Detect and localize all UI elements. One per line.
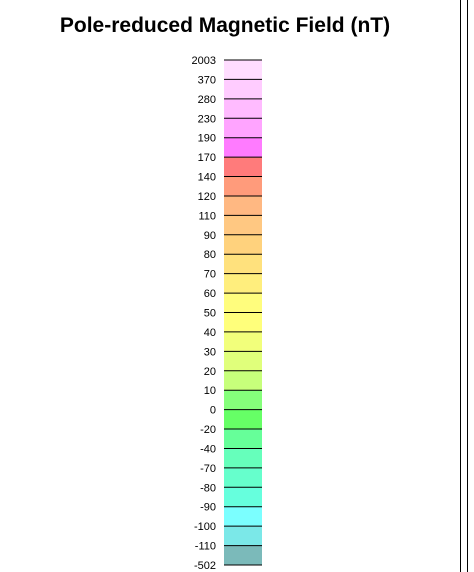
tick-label-14: 40 (204, 327, 216, 339)
frame-border-outer (467, 0, 468, 572)
tick-label-15: 30 (204, 346, 216, 358)
tick-label-12: 60 (204, 288, 216, 300)
tick-label-2: 280 (198, 94, 216, 106)
tick-label-20: -40 (200, 443, 216, 455)
tick-label-3: 230 (198, 113, 216, 125)
tick-label-21: -70 (200, 463, 216, 475)
tick-label-6: 140 (198, 172, 216, 184)
color-segment-16 (224, 370, 262, 391)
color-segment-17 (224, 390, 262, 410)
color-segment-22 (224, 487, 262, 507)
color-segment-23 (224, 506, 262, 527)
color-segment-18 (224, 409, 262, 430)
tick-label-10: 80 (204, 249, 216, 261)
tick-label-16: 20 (204, 366, 216, 378)
color-segment-7 (224, 195, 262, 216)
tick-label-8: 110 (198, 210, 216, 222)
color-segment-5 (224, 157, 262, 177)
tick-label-0: 2003 (192, 55, 216, 67)
tick-label-9: 90 (204, 230, 216, 242)
tick-label-7: 120 (198, 191, 216, 203)
color-segment-8 (224, 215, 262, 235)
tick-label-17: 10 (204, 385, 216, 397)
color-segment-1 (224, 79, 262, 99)
color-segment-11 (224, 273, 262, 294)
color-segment-15 (224, 351, 262, 371)
color-segment-2 (224, 98, 262, 119)
color-segment-4 (224, 137, 262, 158)
color-segment-19 (224, 429, 262, 449)
color-segment-9 (224, 234, 262, 255)
tick-label-22: -80 (200, 482, 216, 494)
tick-label-26: -502 (194, 560, 216, 572)
tick-label-13: 50 (204, 308, 216, 320)
color-segment-26 (224, 545, 262, 565)
color-segment-6 (224, 176, 262, 196)
color-segment-13 (224, 312, 262, 332)
color-segment-14 (224, 331, 262, 352)
frame-border-inner (460, 0, 461, 572)
legend-title: Pole-reduced Magnetic Field (nT) (59, 14, 391, 37)
tick-label-19: -20 (200, 424, 216, 436)
color-segment-3 (224, 118, 262, 138)
color-segment-0 (224, 60, 262, 80)
tick-label-4: 190 (198, 133, 216, 145)
color-segment-10 (224, 254, 262, 274)
tick-label-1: 370 (198, 74, 216, 86)
color-segment-12 (224, 293, 262, 313)
tick-label-25: -110 (195, 541, 216, 553)
color-segment-21 (224, 467, 262, 488)
tick-label-18: 0 (210, 405, 216, 417)
tick-label-5: 170 (198, 152, 216, 164)
tick-label-24: -100 (194, 521, 216, 533)
tick-label-23: -90 (200, 502, 216, 514)
color-segment-20 (224, 448, 262, 468)
tick-label-11: 70 (204, 269, 216, 281)
color-segment-24 (224, 526, 262, 546)
